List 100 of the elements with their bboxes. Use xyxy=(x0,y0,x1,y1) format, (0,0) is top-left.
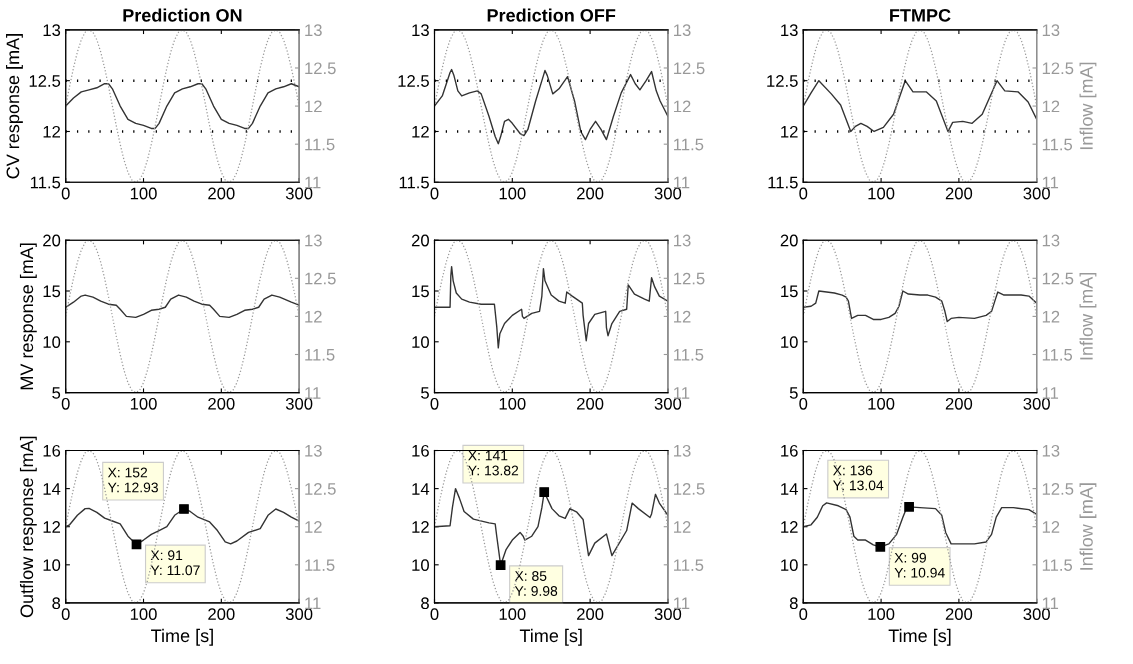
y2-tick-label: 12.5 xyxy=(674,483,705,495)
x-tick-label: 100 xyxy=(868,397,895,410)
y-tick-label: 5 xyxy=(789,387,798,399)
x-axis-title: Time [s] xyxy=(151,628,213,646)
y2-tick-label: 12 xyxy=(674,100,691,113)
y-tick-label: 8 xyxy=(52,597,61,610)
y2-tick-label: 12 xyxy=(305,100,322,113)
y2-tick-label: 11 xyxy=(1042,387,1059,399)
line-series xyxy=(434,265,668,349)
y-tick-label: 12 xyxy=(43,521,61,533)
y2-tick-label: 11 xyxy=(305,176,321,189)
x-tick-label: 300 xyxy=(654,397,682,410)
y2-tick-label: 12 xyxy=(674,521,691,533)
y-tick-label: 20 xyxy=(780,234,798,247)
x-tick-label: 100 xyxy=(130,608,157,621)
y-tick-label: 11.5 xyxy=(768,176,798,189)
y-axis-title: CV response [mA] xyxy=(6,34,23,179)
y2-tick-label: 13 xyxy=(305,234,322,247)
y-tick-label: 8 xyxy=(789,597,798,610)
y-tick-label: 14 xyxy=(43,483,61,495)
x-tick-label: 200 xyxy=(208,608,235,621)
line-series xyxy=(803,79,1037,133)
y2-tick-label: 12.5 xyxy=(674,62,705,75)
y2-tick-label: 11.5 xyxy=(305,138,335,151)
line-series xyxy=(65,83,300,130)
y-tick-label: 10 xyxy=(43,559,61,572)
y2-tick-label: 11 xyxy=(674,387,690,399)
x-tick-label: 300 xyxy=(1023,187,1050,200)
y-tick-label: 11.5 xyxy=(30,176,61,189)
y2-tick-label: 13 xyxy=(674,234,691,247)
y-tick-label: 20 xyxy=(43,234,61,247)
y-tick-label: 16 xyxy=(43,444,61,457)
chart-title: FTMPC xyxy=(890,8,951,22)
y2-tick-label: 13 xyxy=(305,24,322,37)
x-tick-label: 300 xyxy=(285,608,313,621)
y2-tick-label: 13 xyxy=(305,444,322,457)
y-tick-label: 12 xyxy=(412,125,429,138)
y2-tick-label: 11.5 xyxy=(674,138,704,151)
x-tick-label: 200 xyxy=(577,187,604,200)
x-tick-label: 0 xyxy=(799,187,808,200)
y2-tick-label: 11.5 xyxy=(1042,138,1073,151)
y-tick-label: 13 xyxy=(412,24,429,37)
y2-tick-label: 11 xyxy=(674,176,690,189)
y2-tick-label: 13 xyxy=(674,444,691,457)
y2-tick-label: 11 xyxy=(674,597,690,609)
y2-tick-label: 11.5 xyxy=(305,349,335,361)
y-tick-label: 10 xyxy=(781,559,798,572)
y2-tick-label: 12.5 xyxy=(674,272,705,285)
y2-tick-label: 13 xyxy=(1042,234,1060,247)
y2-tick-label: 12 xyxy=(1042,521,1060,533)
y2-axis-title: Inflow [mA] xyxy=(1079,62,1097,150)
y2-axis-title: Inflow [mA] xyxy=(1079,483,1097,570)
x-tick-label: 0 xyxy=(430,187,439,200)
x-tick-label: 100 xyxy=(868,608,895,621)
y-axis-title: MV response [mA] xyxy=(19,243,37,390)
annotation: X: 152 Y: 12.93 xyxy=(107,467,158,493)
y-tick-label: 10 xyxy=(43,336,61,348)
y-tick-label: 13 xyxy=(781,24,798,37)
y-tick-label: 20 xyxy=(411,234,429,247)
x-tick-label: 200 xyxy=(945,608,973,621)
x-tick-label: 100 xyxy=(868,187,895,200)
y2-tick-label: 12.5 xyxy=(305,62,336,75)
line-series xyxy=(65,294,300,319)
x-tick-label: 100 xyxy=(499,397,526,410)
y-tick-label: 15 xyxy=(412,285,429,298)
x-axis-title: Time [s] xyxy=(888,628,951,646)
x-tick-label: 0 xyxy=(799,397,808,410)
y-tick-label: 10 xyxy=(781,336,798,348)
x-tick-label: 300 xyxy=(285,397,313,410)
y2-tick-label: 11 xyxy=(305,597,321,609)
x-tick-label: 100 xyxy=(130,187,157,200)
x-tick-label: 100 xyxy=(499,608,526,621)
y-tick-label: 15 xyxy=(43,285,61,298)
y2-tick-label: 12.5 xyxy=(305,272,336,285)
y2-tick-label: 12.5 xyxy=(1042,272,1074,285)
chart-title: Prediction ON xyxy=(123,8,242,22)
y2-tick-label: 11.5 xyxy=(305,559,335,572)
y2-tick-label: 11 xyxy=(1042,176,1059,189)
y-tick-label: 14 xyxy=(781,483,798,495)
y-tick-label: 5 xyxy=(52,387,61,399)
y-axis-title: Outflow response [mA] xyxy=(19,436,37,618)
x-tick-label: 0 xyxy=(61,397,70,410)
x-tick-label: 300 xyxy=(654,187,682,200)
y2-axis-title: Inflow [mA] xyxy=(1079,273,1097,360)
x-tick-label: 300 xyxy=(1023,397,1050,410)
annotation: X: 136 Y: 13.04 xyxy=(833,465,884,491)
y2-tick-label: 12 xyxy=(674,310,691,323)
annotation: X: 141 Y: 13.82 xyxy=(468,450,519,476)
x-tick-label: 200 xyxy=(577,608,604,621)
y-tick-label: 12 xyxy=(43,125,61,138)
y2-tick-label: 13 xyxy=(674,24,691,37)
y-tick-label: 12 xyxy=(412,521,429,533)
x-tick-label: 200 xyxy=(945,187,973,200)
x-axis-title: Time [s] xyxy=(519,628,582,646)
y-tick-label: 8 xyxy=(421,597,429,610)
y-tick-label: 14 xyxy=(412,483,430,495)
x-tick-label: 200 xyxy=(208,187,235,200)
x-tick-label: 0 xyxy=(430,397,439,410)
x-tick-label: 0 xyxy=(799,608,808,621)
line-series xyxy=(434,68,668,145)
